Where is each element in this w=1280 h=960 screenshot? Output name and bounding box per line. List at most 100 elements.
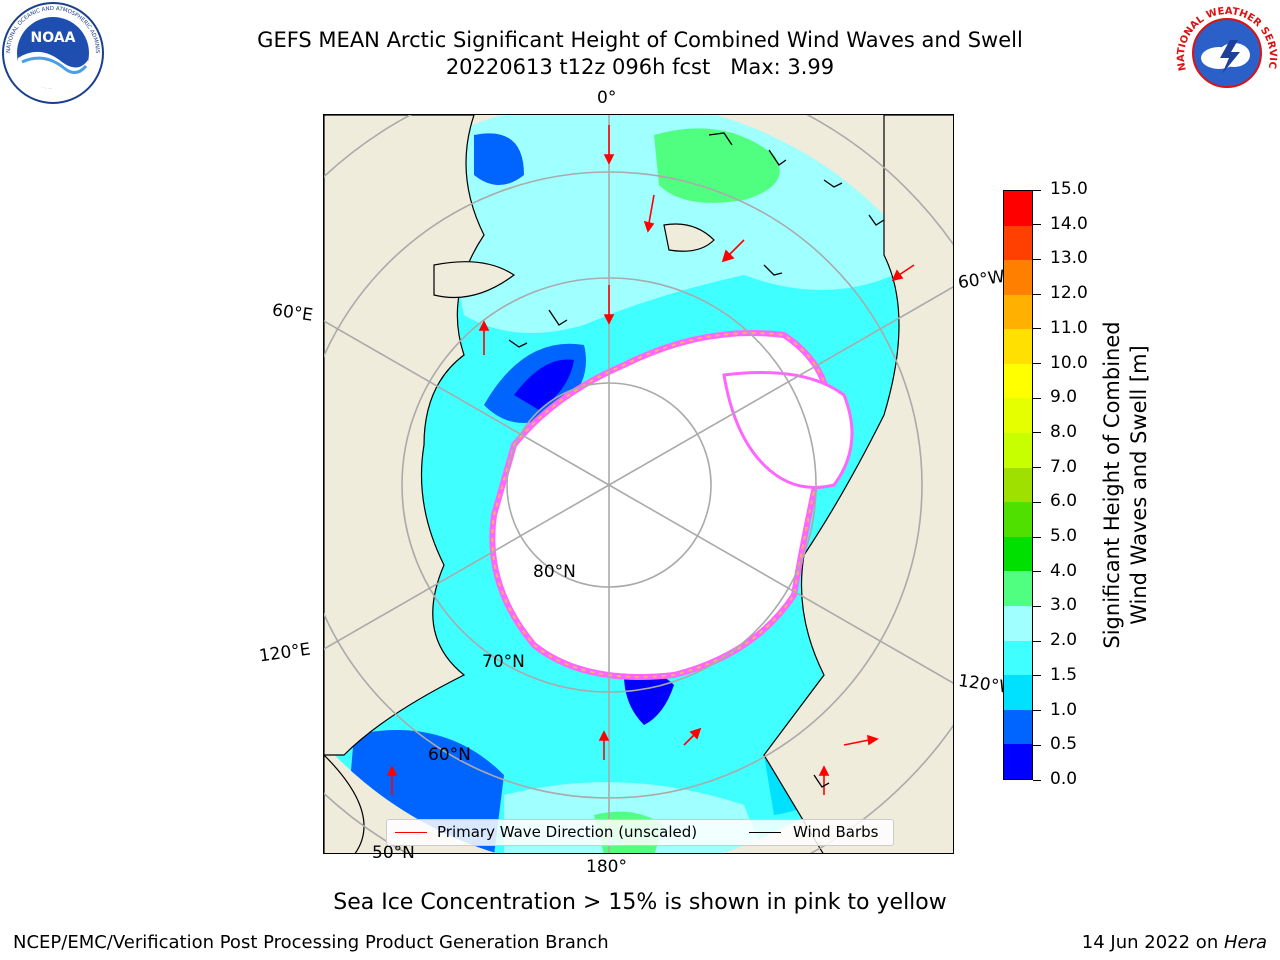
colorbar-tick-mark: [1033, 293, 1041, 295]
wave-arrow: [818, 765, 830, 795]
colorbar-tick-label: 14.0: [1050, 213, 1088, 234]
colorbar-segment: [1004, 536, 1032, 572]
colorbar-tick-label: 11.0: [1050, 317, 1088, 338]
wave-arrow: [843, 734, 879, 746]
wind-barb: [508, 339, 528, 348]
colorbar-tick-label: 10.0: [1050, 352, 1088, 373]
wind-barb: [768, 149, 787, 166]
colorbar-segment: [1004, 363, 1032, 399]
colorbar-title: Significant Height of Combined Wind Wave…: [1099, 285, 1159, 685]
label-lat-60: 60°N: [428, 745, 471, 765]
colorbar: [1003, 190, 1033, 780]
colorbar-tick-label: 8.0: [1050, 421, 1078, 442]
colorbar-segment: [1004, 433, 1032, 468]
colorbar-title-line1: Significant Height of Combined: [1100, 321, 1124, 649]
label-lat-70: 70°N: [482, 652, 525, 672]
wave-arrow: [721, 239, 745, 263]
colorbar-tick-mark: [1033, 571, 1041, 573]
land-iceland: [663, 223, 715, 252]
colorbar-tick-label: 2.0: [1050, 630, 1078, 651]
meridian-60e: [324, 320, 610, 486]
wave-arrow: [478, 320, 490, 355]
graticule: [324, 115, 953, 853]
label-lat-50: 50°N: [372, 843, 415, 863]
colorbar-tick-label: 3.0: [1050, 595, 1078, 616]
colorbar-tick-mark: [1033, 397, 1041, 399]
colorbar-title-line2: Wind Waves and Swell [m]: [1127, 345, 1151, 625]
colorbar-tick-label: 5.0: [1050, 526, 1078, 547]
legend-wind-label: Wind Barbs: [793, 823, 879, 841]
colorbar-segment: [1004, 398, 1032, 434]
colorbar-segment: [1004, 467, 1032, 503]
wave-arrow: [603, 125, 615, 165]
wave-arrow: [598, 730, 610, 760]
wave-arrow: [643, 194, 655, 233]
nws-logo: NATIONAL WEATHER SERVICE: [1174, 0, 1278, 103]
colorbar-segment: [1004, 675, 1032, 710]
colorbar-tick-mark: [1033, 189, 1041, 191]
legend-wave-label: Primary Wave Direction (unscaled): [437, 823, 698, 841]
wind-barb: [708, 132, 733, 146]
colorbar-tick-label: 0.0: [1050, 769, 1078, 789]
footer-host: Hera: [1223, 932, 1267, 953]
wind-barb: [868, 214, 885, 226]
colorbar-tick-label: 1.0: [1050, 699, 1078, 720]
wind-barb: [813, 774, 830, 788]
wind-barb: [763, 264, 783, 276]
colorbar-tick-mark: [1033, 744, 1041, 746]
colorbar-segment: [1004, 606, 1032, 641]
land-north-america: [763, 115, 953, 853]
legend-wave-swatch: [395, 832, 427, 833]
colorbar-tick-label: 13.0: [1050, 248, 1088, 269]
colorbar-tick-mark: [1033, 467, 1041, 469]
colorbar-tick-label: 9.0: [1050, 387, 1078, 408]
colorbar-segment: [1004, 329, 1032, 364]
wind-barb: [823, 179, 843, 188]
colorbar-segment: [1004, 225, 1032, 261]
wave-arrow: [386, 765, 398, 795]
label-lon-60e: 60°E: [270, 300, 315, 326]
colorbar-tick-label: 0.5: [1050, 734, 1078, 755]
colorbar-tick-mark: [1033, 710, 1041, 712]
wave-band-kara-low: [514, 359, 574, 410]
colorbar-segment: [1004, 190, 1032, 226]
legend-wind-swatch: [749, 832, 781, 833]
meridian-120w: [608, 484, 953, 684]
wind-barbs: [508, 132, 885, 788]
colorbar-tick-label: 12.0: [1050, 283, 1088, 304]
colorbar-tick-label: 6.0: [1050, 491, 1078, 512]
colorbar-tick-label: 4.0: [1050, 560, 1078, 581]
chart-title: GEFS MEAN Arctic Significant Height of C…: [257, 28, 1023, 52]
wind-barb: [548, 309, 568, 326]
footer-branch: NCEP/EMC/Verification Post Processing Pr…: [13, 932, 609, 953]
colorbar-tick-mark: [1033, 501, 1041, 503]
forecast-subtitle: 20220613 t12z 096h fcst Max: 3.99: [445, 55, 835, 79]
colorbar-tick-mark: [1033, 675, 1041, 677]
colorbar-tick-mark: [1033, 328, 1041, 330]
colorbar-segment: [1004, 709, 1032, 745]
colorbar-tick-mark: [1033, 605, 1041, 607]
label-lon-60w: 60°W: [956, 266, 1007, 294]
colorbar-tick-mark: [1033, 363, 1041, 365]
colorbar-tick-mark: [1033, 432, 1041, 434]
colorbar-segment: [1004, 640, 1032, 676]
wave-arrow: [603, 285, 615, 325]
wave-arrow: [891, 264, 915, 282]
colorbar-tick-mark: [1033, 536, 1041, 538]
footer-date: 14 Jun 2022 on Hera: [1082, 932, 1267, 953]
colorbar-tick-mark: [1033, 779, 1041, 781]
colorbar-tick-mark: [1033, 224, 1041, 226]
wave-band-baltic: [474, 133, 524, 185]
colorbar-segment: [1004, 744, 1032, 779]
meridian-60w: [608, 286, 953, 486]
colorbar-segment: [1004, 260, 1032, 295]
colorbar-segment: [1004, 571, 1032, 607]
colorbar-tick-label: 1.5: [1050, 664, 1078, 685]
meridian-120e: [324, 484, 610, 650]
label-lon-0: 0°: [597, 88, 617, 108]
colorbar-tick-label: 15.0: [1050, 179, 1088, 199]
wave-arrow: [683, 727, 702, 746]
wave-band-3-4m: [654, 128, 780, 203]
wave-direction-arrows: [386, 125, 915, 795]
colorbar-tick-label: 7.0: [1050, 456, 1078, 477]
